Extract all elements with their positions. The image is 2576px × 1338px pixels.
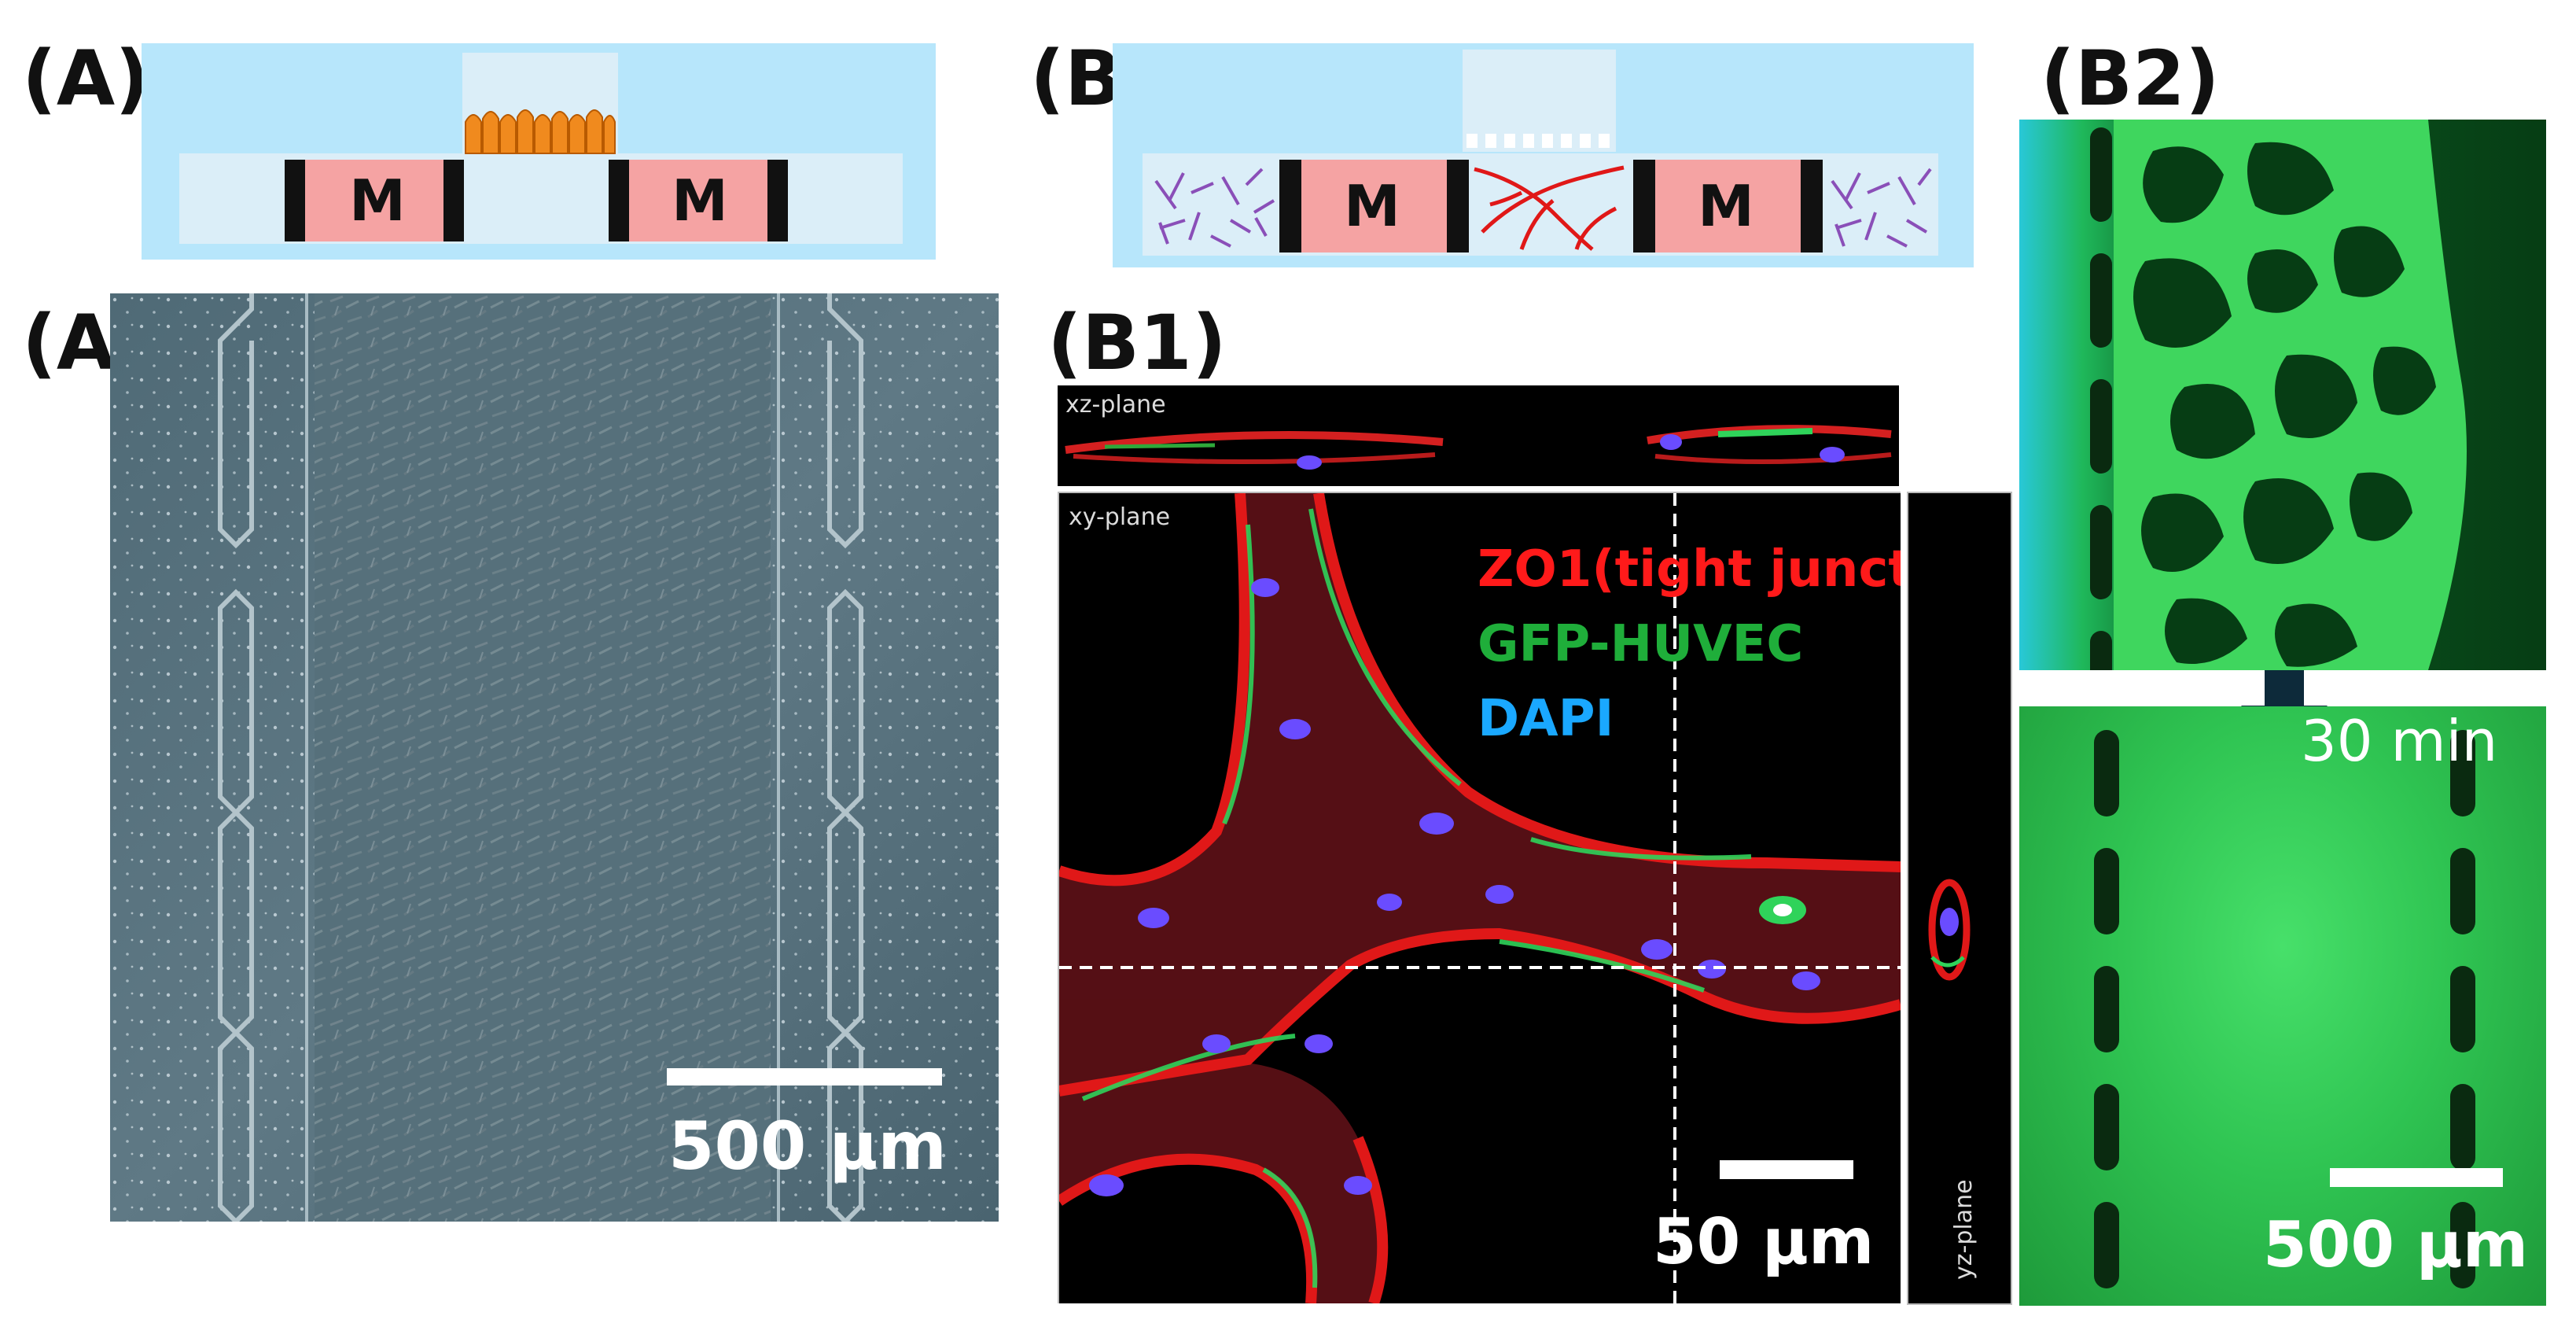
fibroblasts-right <box>1831 168 1932 248</box>
scale-label-b1: 50 µm <box>1653 1205 1875 1278</box>
legend-dapi: DAPI <box>1478 690 1614 748</box>
scale-bar-b2 <box>2330 1168 2503 1187</box>
posts-left <box>218 293 254 1222</box>
fibroblasts-left <box>1154 168 1275 248</box>
xz-plane-label: xz-plane <box>1065 391 1166 418</box>
medium-label-right: M <box>1698 173 1754 239</box>
fluorescence-diffusion-image: 30 min 500 µm <box>2019 706 2546 1306</box>
medium-label-left: M <box>1344 173 1400 239</box>
scale-bar-a1 <box>667 1068 942 1086</box>
vessel-network <box>1474 165 1625 251</box>
post-slots-top <box>2090 127 2112 670</box>
panel-label-b2: (B2) <box>2041 35 2220 123</box>
membrane-pores <box>1466 134 1610 148</box>
xz-plane-view: xz-plane <box>1058 385 1899 486</box>
xy-plane-label: xy-plane <box>1069 503 1170 531</box>
posts-right <box>827 293 863 1222</box>
legend-gfp-huvec: GFP-HUVEC <box>1478 615 1804 673</box>
medium-label-left: M <box>349 168 406 234</box>
scale-bar-b1 <box>1720 1160 1853 1179</box>
legend-zo1: ZO1(tight junctions <box>1478 540 1901 599</box>
schematic-a: M M <box>142 43 936 260</box>
cell-layer <box>465 109 616 154</box>
time-label: 30 min <box>2301 708 2498 774</box>
fluorescence-network-image <box>2019 120 2546 670</box>
panel-label-a: (A) <box>22 35 150 123</box>
medium-label-right: M <box>672 168 728 234</box>
schematic-b: M M <box>1113 43 1974 267</box>
panel-label-b1: (B1) <box>1047 299 1227 387</box>
scale-label-b2: 500 µm <box>2263 1208 2529 1281</box>
scale-label-a1: 500 µm <box>668 1108 947 1185</box>
xy-plane-view: xy-plane ZO1(tight junctions GFP-HUVEC D… <box>1058 492 1901 1303</box>
micrograph-a1: 500 µm <box>110 293 999 1222</box>
yz-plane-label: yz-plane <box>1950 1179 1978 1280</box>
yz-plane-view: yz-plane <box>1907 492 2012 1305</box>
post-slots-bottom <box>2094 730 2475 1288</box>
